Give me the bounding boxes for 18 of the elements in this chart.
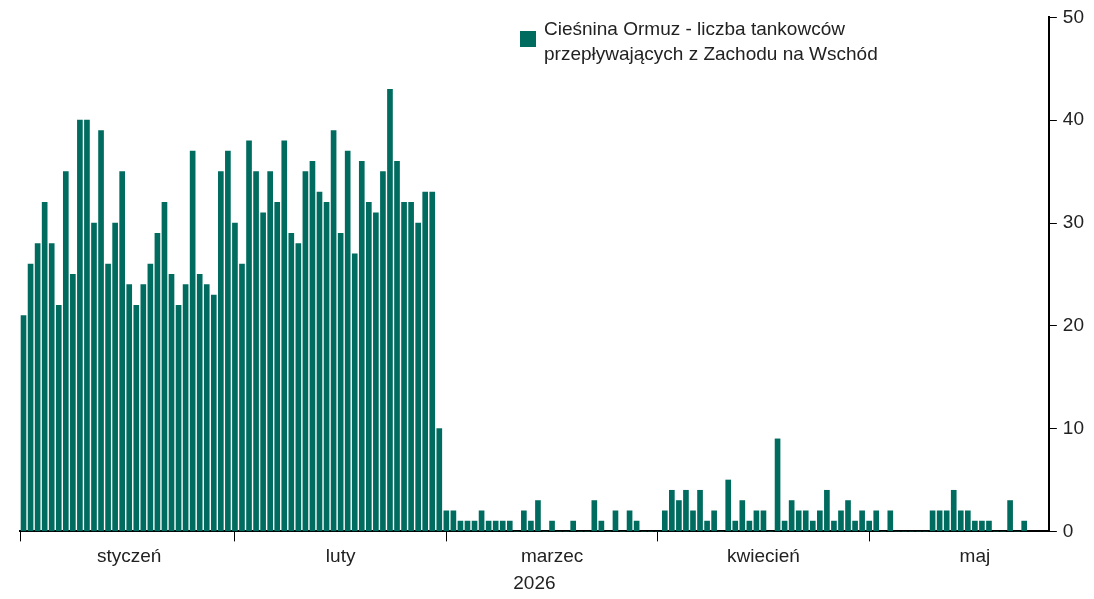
- y-tick-label: 30: [1062, 211, 1085, 233]
- x-tick-label: styczeń: [97, 545, 162, 567]
- y-tick-label: 40: [1062, 108, 1085, 130]
- bar: [570, 520, 577, 532]
- bar: [1007, 500, 1013, 532]
- y-tick-label: 10: [1062, 416, 1085, 438]
- bar: [887, 510, 894, 532]
- x-tick-label: luty: [325, 545, 356, 567]
- legend-label: Cieśnina Ormuz - liczba tankowców przepływających z Zachodu na Wschód: [544, 17, 879, 66]
- y-tick-label: 20: [1062, 314, 1085, 336]
- x-tick-label: kwiecień: [727, 545, 800, 567]
- y-tick-label: 0: [1062, 519, 1074, 541]
- bar: [549, 520, 555, 532]
- x-tick-label: maj: [959, 545, 991, 567]
- bar: [1021, 520, 1028, 532]
- x-tick-label: marzec: [520, 545, 584, 567]
- x-axis-title: 2026: [513, 571, 556, 593]
- y-tick-label: 50: [1062, 5, 1085, 27]
